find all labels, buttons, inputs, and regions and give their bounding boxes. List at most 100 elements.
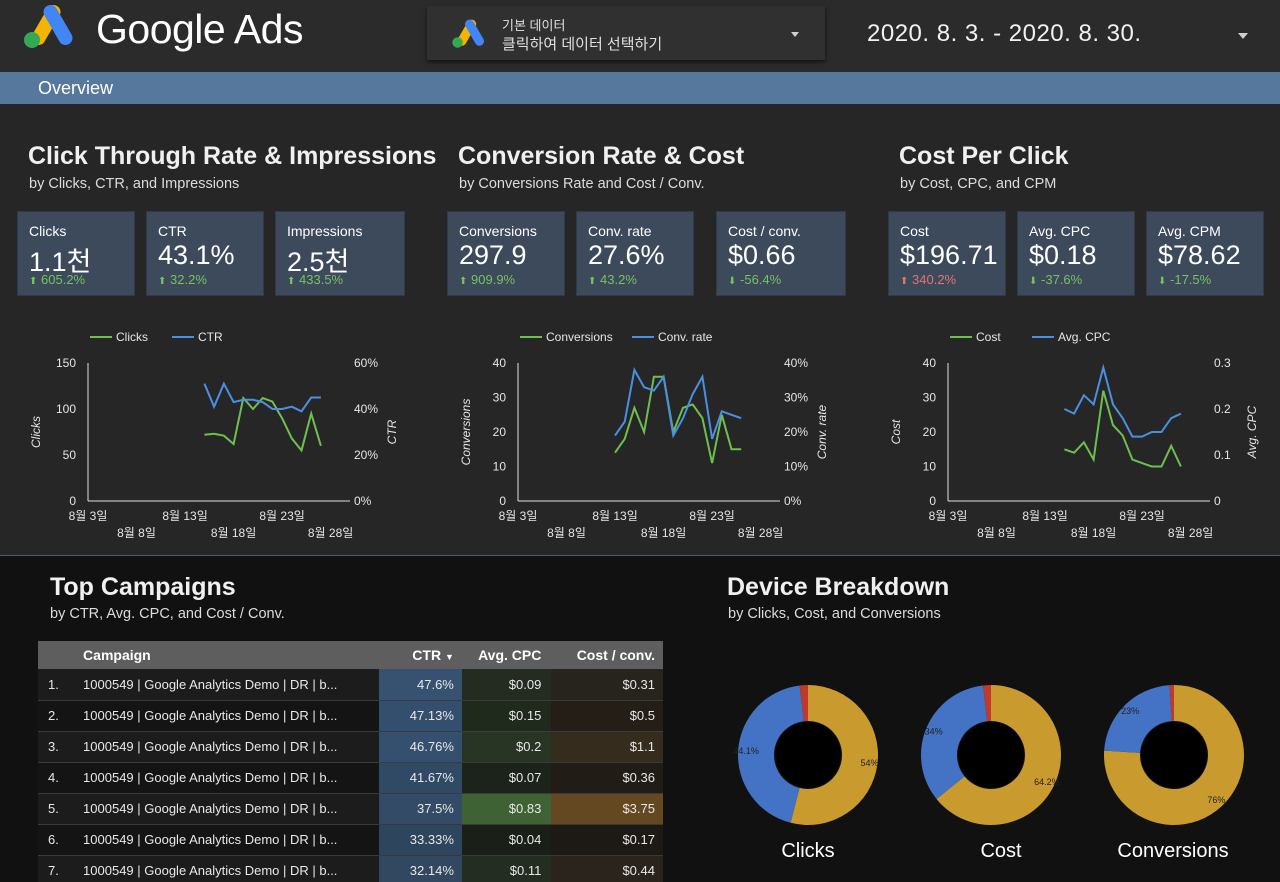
header-ctr[interactable]: CTR ▼ [379,641,462,669]
donut-conversions-svg: 76% 23% [1104,685,1244,825]
cost-cell: $3.75 [551,793,663,825]
y2-tick-label: 10% [784,460,808,474]
donut-hole [1141,722,1207,788]
row-index: 4. [38,762,76,794]
y2-axis-title: Avg. CPC [1245,405,1259,459]
row-index: 6. [38,824,76,856]
cpc-section-subtitle: by Cost, CPC, and CPM [900,176,1057,192]
x-tick-label: 8월 28일 [1168,526,1213,540]
y-axis-title: Cost [889,419,903,444]
cpc-cell: $0.09 [461,669,552,701]
kpi-label: Conv. rate [588,223,652,239]
donut-slice-mobile [921,685,988,799]
section-divider [0,555,1280,556]
chart-conversions-rate-svg: Conversions Conv. rate 0 10 20 30 40 0% 10% 20% 30… [459,330,829,540]
sort-desc-icon[interactable]: ▼ [444,652,454,662]
kpi-value: $0.18 [1029,240,1097,270]
y-tick-label: 0 [929,494,936,508]
chevron-down-icon[interactable] [791,32,799,37]
donut-slice-tablet [983,685,991,722]
slice-label: 23% [1121,706,1139,716]
cpc-cell: $0.83 [461,793,552,825]
y2-tick-label: 0% [784,494,802,508]
data-source-selector[interactable]: 기본 데이터 클릭하여 데이터 선택하기 [427,6,825,60]
table-row[interactable]: 4. 1000549 | Google Analytics Demo | DR |… [38,762,663,794]
kpi-card-clicks: Clicks 1.1천 ⬆ 605.2% [17,211,135,296]
legend-label: Conversions [546,330,613,344]
arrow-up-icon: ⬆ [900,276,909,287]
arrow-down-icon: ⬇ [728,276,737,287]
donut-slice-tablet [799,685,808,722]
kpi-label: Cost / conv. [728,223,801,239]
kpi-delta-text: 909.9% [471,272,516,287]
kpi-delta-text: -17.5% [1170,272,1212,287]
kpi-label: CTR [158,223,187,239]
arrow-up-icon: ⬆ [158,276,167,287]
y-tick-label: 40 [923,356,937,370]
header-index [38,641,76,669]
cost-cell: $0.44 [551,855,663,882]
table-row[interactable]: 5. 1000549 | Google Analytics Demo | DR |… [38,793,663,825]
row-index: 7. [38,855,76,882]
y2-tick-label: 30% [784,391,808,405]
donut-hole [958,722,1024,788]
donut-slice-mobile [1104,685,1172,753]
kpi-delta: ⬆ 605.2% [29,272,85,287]
chart-cost-cpc-svg: Cost Avg. CPC 0 10 20 30 40 0 0.1 0.2 0.3 Cost Avg. … [889,330,1259,540]
y-tick-label: 150 [56,356,76,370]
arrow-up-icon: ⬆ [287,276,296,287]
slice-label: 54% [861,758,879,768]
y2-tick-label: 0% [354,494,372,508]
cpc-cell: $0.15 [461,700,552,732]
slice-label: 44.1% [733,746,759,756]
x-tick-label: 8월 23일 [1119,509,1164,523]
y-tick-label: 50 [63,448,77,462]
y2-axis-title: Conv. rate [815,404,829,459]
campaign-name: 1000549 | Google Analytics Demo | DR | b… [75,762,380,794]
kpi-value: 297.9 [459,240,527,270]
donut-slice-desktop [790,685,878,825]
x-tick-label: 8월 23일 [689,509,734,523]
cpc-cell: $0.2 [461,731,552,763]
data-source-label: 기본 데이터 [502,18,566,33]
date-dropdown-icon[interactable] [1238,33,1248,39]
kpi-value: 1.1천 [29,247,92,277]
header-cost-per-conv[interactable]: Cost / conv. [551,641,663,669]
kpi-delta-text: 433.5% [299,272,344,287]
y-tick-label: 0 [69,494,76,508]
cpc-cell: $0.11 [461,855,552,882]
donut-cost-svg: 64.2% 34% [921,685,1061,825]
arrow-up-icon: ⬆ [459,276,468,287]
date-range-picker[interactable]: 2020. 8. 3. - 2020. 8. 30. [867,20,1142,47]
header-avg-cpc[interactable]: Avg. CPC [461,641,552,669]
ctr-cell: 47.13% [379,700,462,732]
table-row[interactable]: 6. 1000549 | Google Analytics Demo | DR |… [38,824,663,856]
header-campaign[interactable]: Campaign [75,641,380,669]
ctr-cell: 37.5% [379,793,462,825]
table-row[interactable]: 7. 1000549 | Google Analytics Demo | DR |… [38,855,663,882]
y2-tick-label: 40% [784,356,808,370]
donut-slice-mobile [738,685,804,823]
ctr-section-title: Click Through Rate & Impressions [28,142,437,170]
legend-label: Conv. rate [658,330,713,344]
x-tick-label: 8월 8일 [547,526,586,540]
y2-tick-label: 60% [354,356,378,370]
legend-label: CTR [198,330,223,344]
y2-tick-label: 0.1 [1214,448,1231,462]
chart-clicks-ctr: Clicks CTR 0 50 100 150 0% 20% 40% 60% Clicks CTR 8월… [20,326,420,546]
campaign-name: 1000549 | Google Analytics Demo | DR | b… [75,824,380,856]
table-row[interactable]: 1. 1000549 | Google Analytics Demo | DR |… [38,669,663,701]
data-source-prompt: 클릭하여 데이터 선택하기 [502,36,663,53]
series-line-clicks [204,395,322,453]
y-tick-label: 40 [493,356,507,370]
ctr-cell: 41.67% [379,762,462,794]
device-section-subtitle: by Clicks, Cost, and Conversions [728,606,941,622]
table-row[interactable]: 2. 1000549 | Google Analytics Demo | DR |… [38,700,663,732]
kpi-label: Avg. CPC [1029,223,1091,239]
legend-label: Avg. CPC [1058,330,1111,344]
donut-slice-desktop [1104,685,1244,825]
y2-tick-label: 20% [354,448,378,462]
row-index: 3. [38,731,76,763]
table-row[interactable]: 3. 1000549 | Google Analytics Demo | DR |… [38,731,663,763]
campaigns-section-subtitle: by CTR, Avg. CPC, and Cost / Conv. [50,606,285,622]
